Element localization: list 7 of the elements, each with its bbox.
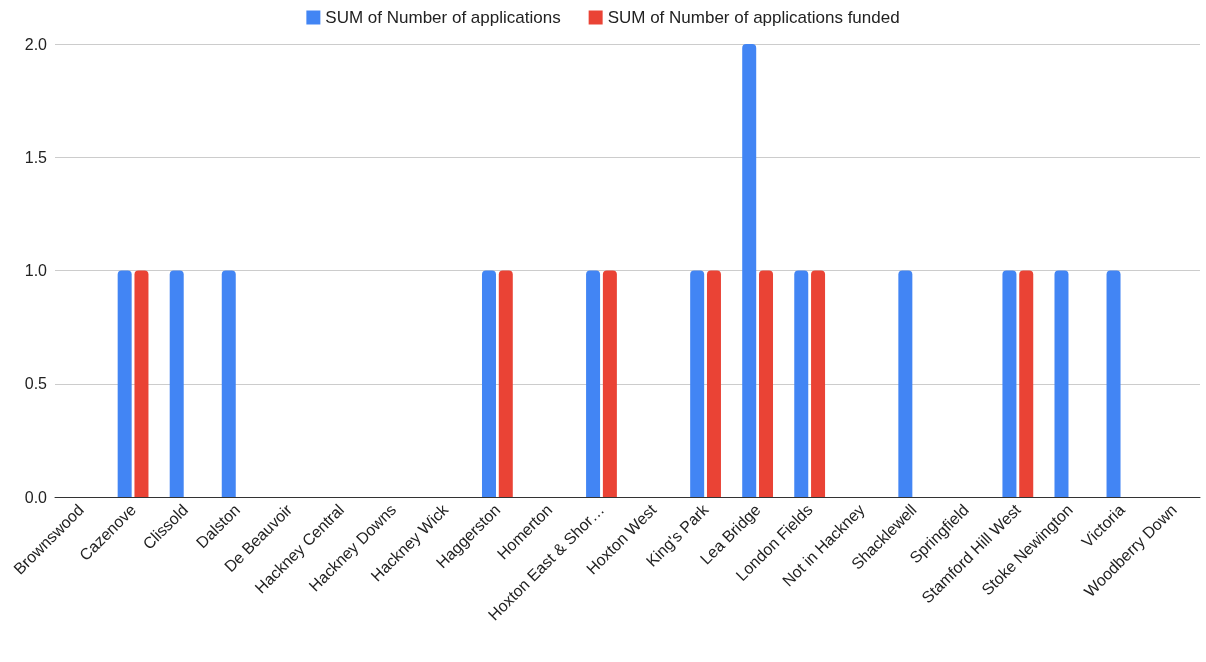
- legend-label: SUM of Number of applications: [325, 8, 561, 27]
- y-tick-label: 0.5: [24, 375, 48, 393]
- y-tick-label: 0.0: [24, 488, 48, 506]
- y-tick-label: 1.0: [24, 262, 48, 279]
- y-tick-label: 1.5: [24, 148, 48, 166]
- legend-label: SUM of Number of applications funded: [607, 8, 900, 27]
- y-tick-label: 2.0: [24, 35, 48, 53]
